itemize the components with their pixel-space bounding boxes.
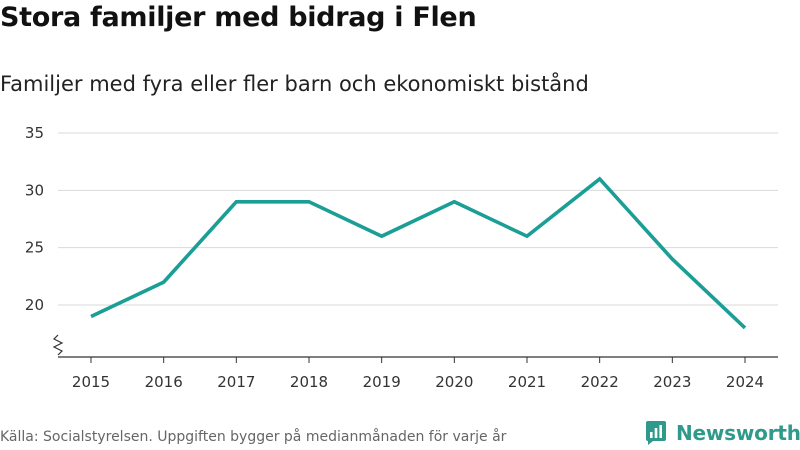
x-tick-label: 2024 xyxy=(726,373,764,391)
y-tick-label: 30 xyxy=(25,181,44,199)
x-tick-label: 2017 xyxy=(217,373,255,391)
chart-title: Stora familjer med bidrag i Flen xyxy=(0,2,477,33)
x-tick-label: 2019 xyxy=(363,373,401,391)
x-tick-label: 2016 xyxy=(145,373,183,391)
x-tick-label: 2023 xyxy=(653,373,691,391)
y-tick-label: 35 xyxy=(25,124,44,142)
x-tick-label: 2021 xyxy=(508,373,546,391)
y-tick-label: 20 xyxy=(25,296,44,314)
axis-break-icon xyxy=(52,334,64,356)
brand-name: Newsworthy xyxy=(676,421,800,445)
grid-lines xyxy=(58,132,778,306)
x-tick-label: 2020 xyxy=(435,373,473,391)
series-layer xyxy=(90,176,747,330)
y-tick-label: 25 xyxy=(25,239,44,257)
x-tick-label: 2015 xyxy=(72,373,110,391)
series-line xyxy=(90,176,747,330)
x-axis: 2015 2016 2017 2018 2019 2020 2021 2022 2023 2024 xyxy=(52,334,778,391)
chart-subtitle: Familjer med fyra eller fler barn och ek… xyxy=(0,72,589,96)
newsworthy-logo-icon xyxy=(646,421,666,445)
x-tick-label: 2018 xyxy=(290,373,328,391)
x-tick-label: 2022 xyxy=(581,373,619,391)
source-note: Källa: Socialstyrelsen. Uppgiften bygger… xyxy=(0,429,507,445)
y-axis-ticks: 20 25 30 35 xyxy=(25,124,44,314)
brand-logo: Newsworthy xyxy=(644,420,800,446)
